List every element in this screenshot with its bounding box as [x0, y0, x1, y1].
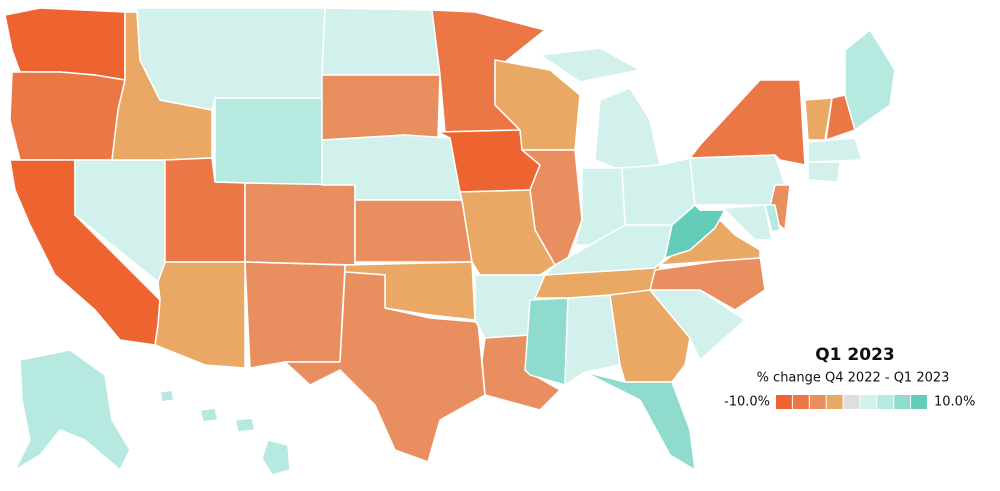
legend-swatch — [776, 395, 792, 409]
state — [9, 71, 126, 161]
state — [539, 47, 641, 83]
state — [159, 389, 175, 403]
state — [244, 182, 356, 266]
state — [214, 97, 323, 186]
state — [244, 261, 346, 369]
state — [524, 297, 569, 386]
legend-min-label: -10.0% — [724, 395, 770, 410]
legend-swatch — [911, 395, 927, 409]
state — [689, 154, 786, 206]
legend-swatch — [843, 395, 860, 409]
legend-swatch — [792, 395, 809, 409]
legend-swatch — [877, 395, 894, 409]
state — [807, 137, 863, 163]
state — [199, 407, 219, 423]
state — [321, 7, 441, 76]
legend-swatches — [776, 395, 927, 409]
state — [321, 74, 441, 141]
state — [154, 261, 246, 369]
legend-swatch — [860, 395, 877, 409]
legend-swatch — [894, 395, 911, 409]
legend-swatch — [809, 395, 826, 409]
state — [234, 417, 256, 433]
state — [594, 87, 661, 171]
legend-subtitle: % change Q4 2022 - Q1 2023 — [757, 371, 950, 386]
state — [844, 29, 896, 131]
legend-title: Q1 2023 — [815, 345, 895, 365]
legend-max-label: 10.0% — [934, 395, 975, 410]
state — [689, 79, 806, 166]
state — [764, 204, 781, 233]
legend-swatch — [826, 395, 843, 409]
states — [4, 7, 896, 476]
state — [807, 161, 841, 183]
state — [261, 439, 291, 476]
state — [584, 371, 696, 471]
state — [4, 7, 126, 81]
state — [136, 7, 326, 111]
state — [664, 204, 726, 259]
state — [14, 349, 131, 471]
state — [354, 199, 473, 263]
